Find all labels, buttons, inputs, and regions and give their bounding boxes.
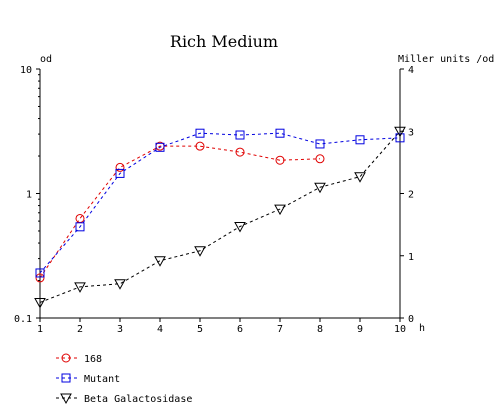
data-point-2 xyxy=(194,246,206,257)
data-point-1 xyxy=(195,128,205,138)
left-tick-label: 10 xyxy=(20,65,32,76)
data-point-1 xyxy=(235,130,245,140)
data-point-2 xyxy=(394,126,406,138)
right-axis-unit: Miller units /od xyxy=(398,54,494,65)
data-point-1 xyxy=(155,142,165,152)
data-point-0 xyxy=(75,213,85,223)
legend-marker xyxy=(61,353,71,363)
data-point-0 xyxy=(115,162,125,172)
data-point-2 xyxy=(234,221,246,233)
x-tick-label: 6 xyxy=(237,324,243,335)
data-point-2 xyxy=(34,297,46,309)
data-point-2 xyxy=(74,282,86,293)
chart-title: Rich Medium xyxy=(170,32,278,51)
x-tick-label: 5 xyxy=(197,324,203,335)
right-tick-label: 2 xyxy=(408,190,414,201)
data-point-1 xyxy=(75,222,85,232)
data-point-1 xyxy=(275,128,285,138)
legend-marker xyxy=(61,373,71,383)
x-tick-label: 3 xyxy=(117,324,123,335)
x-tick-label: 9 xyxy=(357,324,363,335)
data-point-1 xyxy=(355,135,365,145)
x-axis-unit: h xyxy=(419,323,425,334)
x-tick-label: 8 xyxy=(317,324,323,335)
legend-label: Beta Galactosidase xyxy=(84,394,192,405)
x-tick-label: 2 xyxy=(77,324,83,335)
data-point-2 xyxy=(314,182,326,194)
legend-marker xyxy=(60,393,72,405)
left-tick-label: 0.1 xyxy=(14,314,32,325)
data-point-2 xyxy=(114,279,126,290)
left-axis-unit: od xyxy=(40,54,52,65)
right-tick-label: 3 xyxy=(408,127,414,138)
left-tick-label: 1 xyxy=(26,190,32,201)
right-tick-label: 0 xyxy=(408,314,414,325)
series-lines xyxy=(39,130,401,303)
right-tick-label: 1 xyxy=(408,252,414,263)
legend-label: Mutant xyxy=(84,374,120,385)
data-point-2 xyxy=(354,172,366,183)
series-line-1 xyxy=(39,132,401,274)
data-point-0 xyxy=(235,147,245,157)
x-tick-label: 10 xyxy=(394,324,406,335)
series-line-2 xyxy=(39,130,401,303)
data-point-2 xyxy=(154,256,166,267)
data-point-1 xyxy=(35,268,45,278)
data-point-0 xyxy=(275,155,285,165)
legend-label: 168 xyxy=(84,354,102,365)
series-line-0 xyxy=(39,145,321,279)
series-markers xyxy=(34,126,406,309)
x-tick-label: 7 xyxy=(277,324,283,335)
legend: 168 Mutant Beta Galactosidase xyxy=(56,353,192,405)
data-point-1 xyxy=(115,168,125,178)
data-point-2 xyxy=(274,204,286,216)
x-tick-label: 4 xyxy=(157,324,163,335)
data-point-1 xyxy=(315,139,325,149)
x-tick-label: 1 xyxy=(37,324,43,335)
data-point-0 xyxy=(315,154,325,164)
right-tick-label: 4 xyxy=(408,65,414,76)
data-point-0 xyxy=(195,141,205,151)
data-point-1 xyxy=(395,133,405,143)
data-point-0 xyxy=(35,273,45,283)
